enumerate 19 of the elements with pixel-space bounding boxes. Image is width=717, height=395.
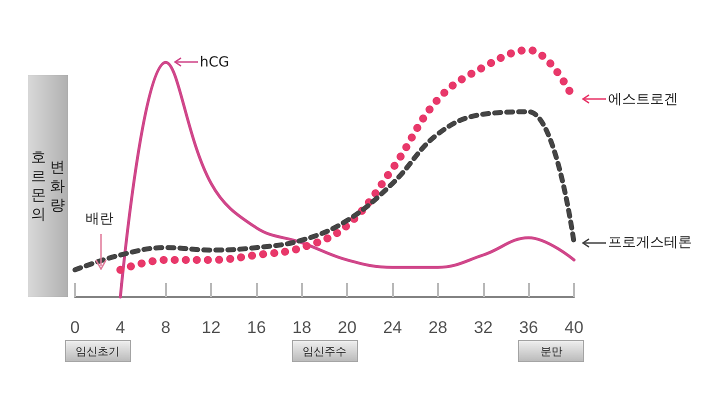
x-tick-label: 36 [519,318,538,337]
text: 임신초기 [64,340,131,362]
x-tick-label: 12 [202,318,221,337]
x-tick-label: 24 [383,318,402,337]
x-tick-label: 32 [474,318,493,337]
x-tick-label: 8 [160,318,170,337]
legend-label: 프로게스테론 [608,234,692,251]
text: 분만 [518,340,584,362]
x-tick-label: 28 [428,318,448,337]
x-tick-label: 18 [292,318,312,337]
text: 임신주수 [292,340,358,362]
legend-label: 에스트로겐 [608,91,678,108]
x-tick-label: 40 [564,318,584,337]
legend-label: hCG [200,54,230,70]
x-tick-label: 4 [116,318,126,337]
x-tick-label: 16 [246,318,266,337]
x-tick-label: 0 [70,318,80,337]
x-tick-label: 20 [338,318,357,337]
annotation: 배란 [85,210,114,228]
